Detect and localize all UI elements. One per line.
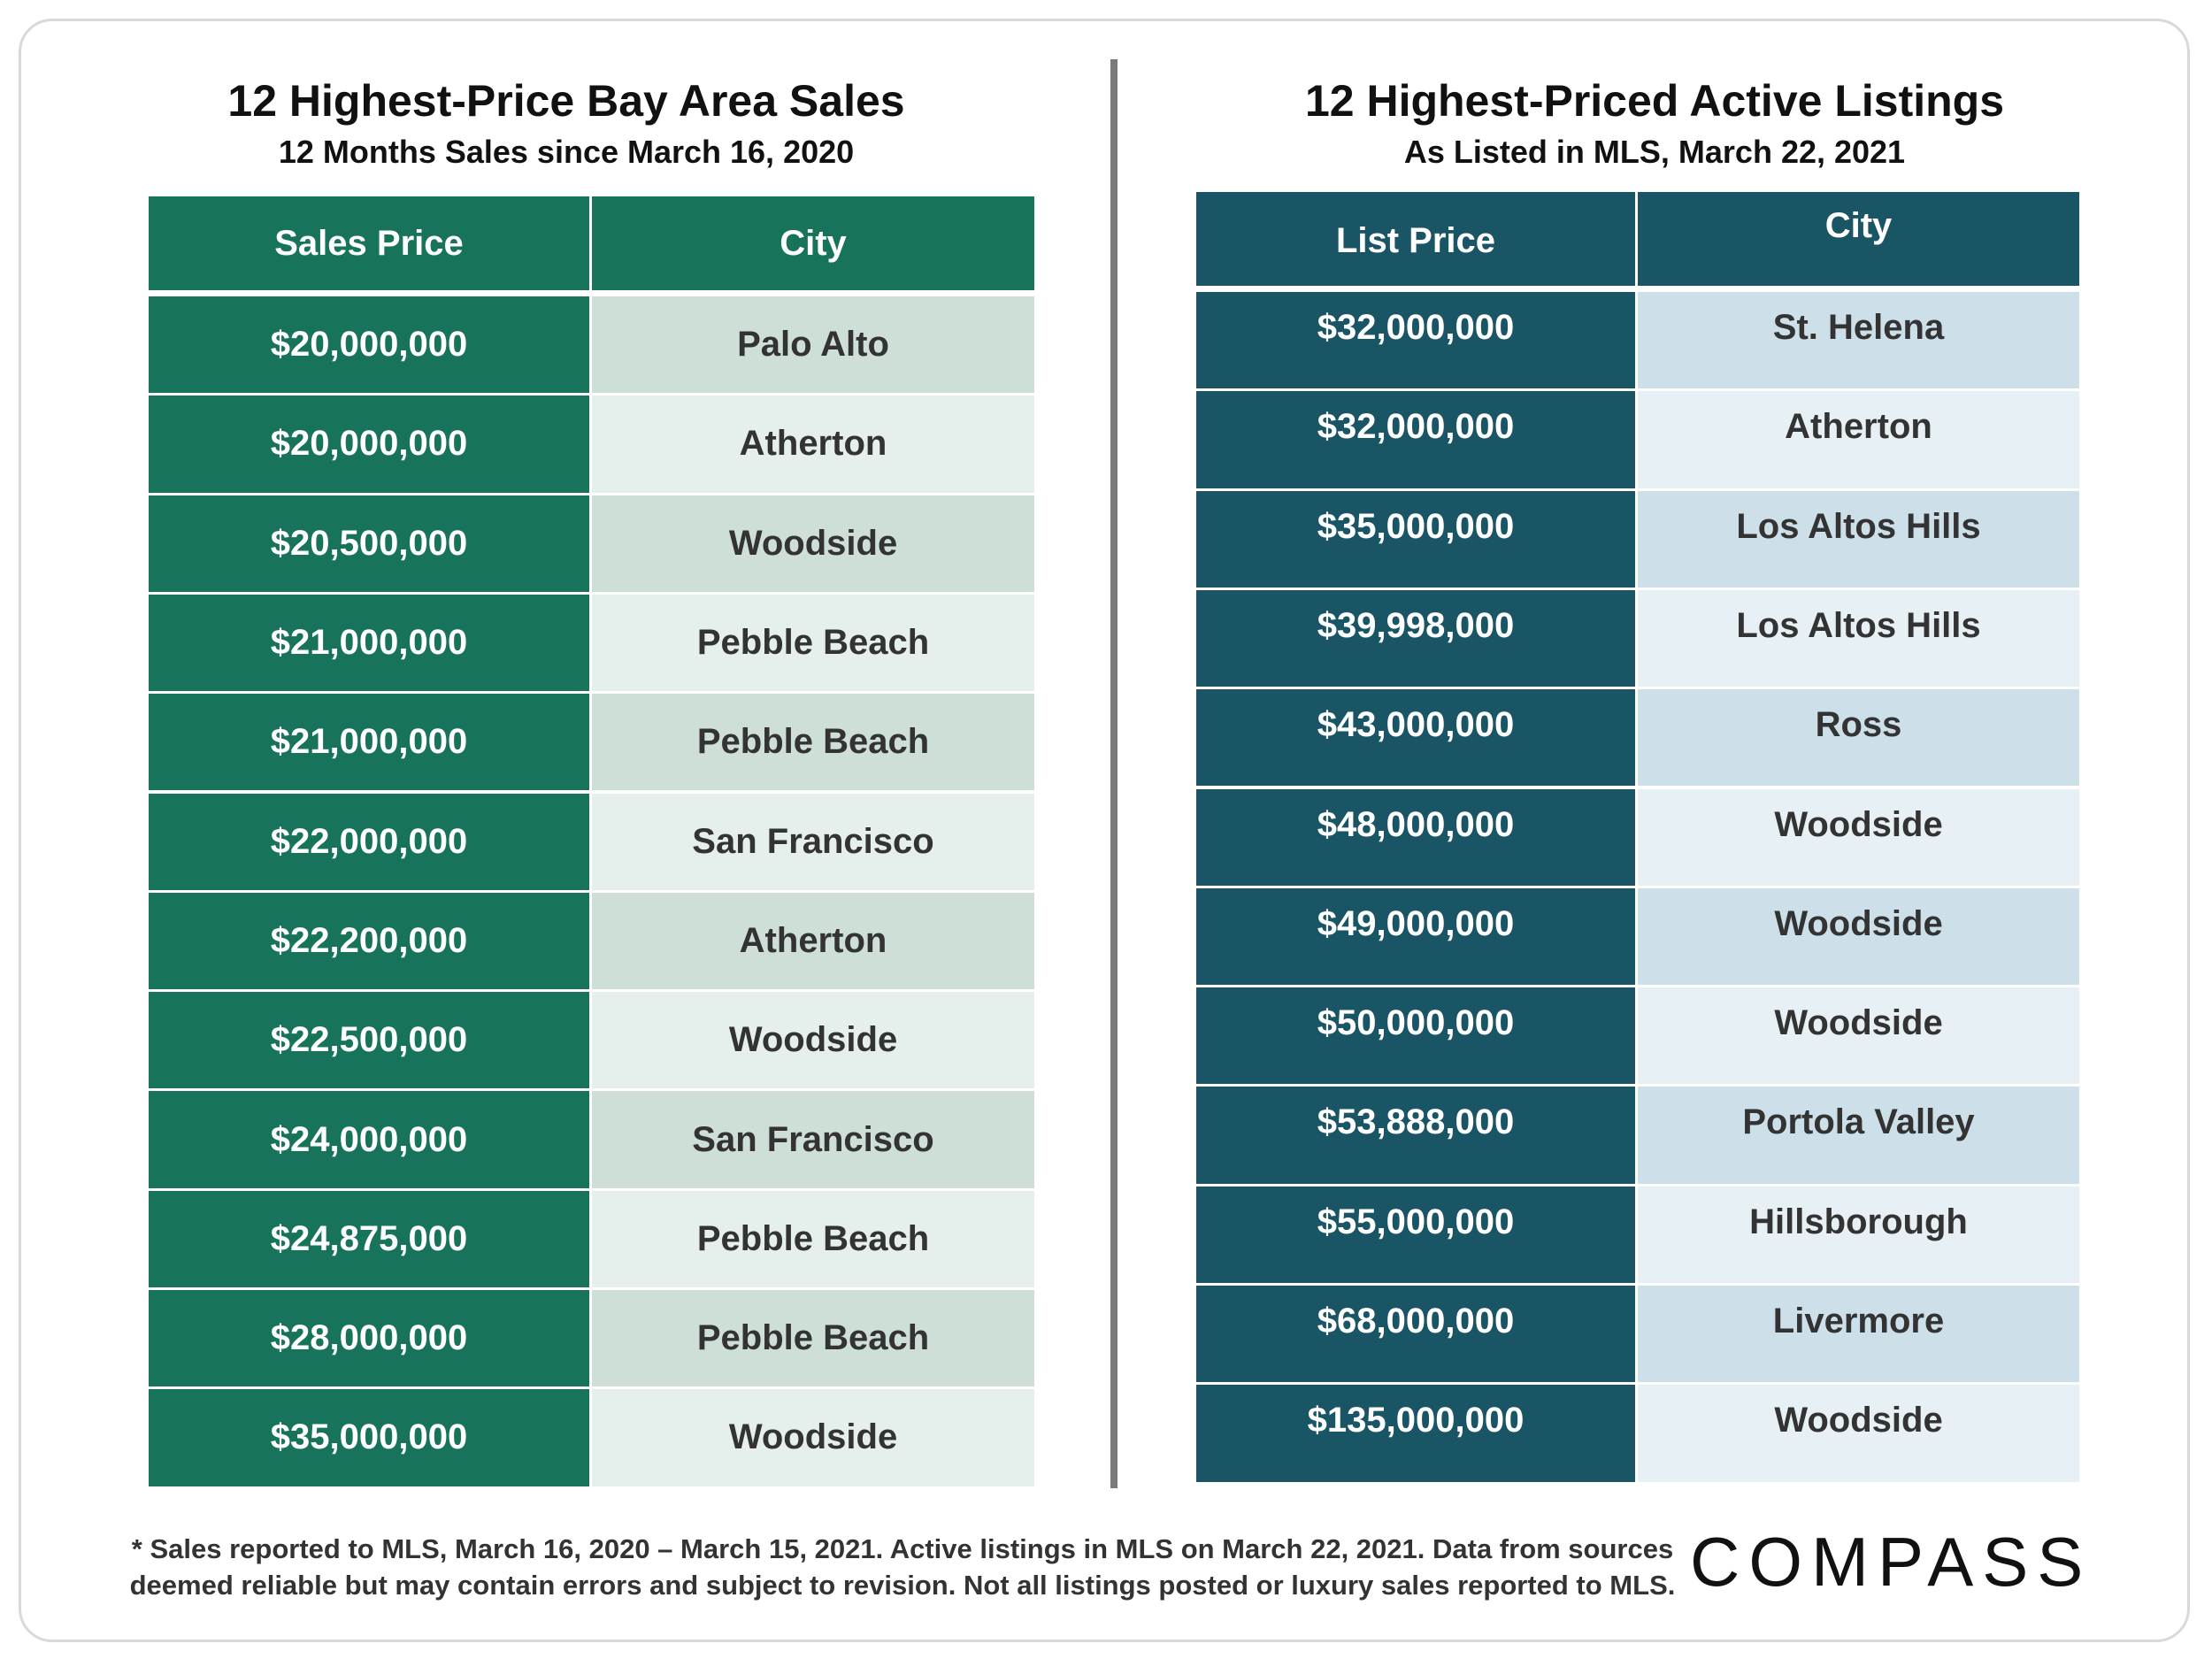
footnote-line-1: * Sales reported to MLS, March 16, 2020 …	[131, 1533, 1674, 1564]
sales-city-cell: Woodside	[592, 495, 1034, 592]
listings-price-cell: $32,000,000	[1196, 292, 1635, 389]
sales-city-cell: Palo Alto	[592, 296, 1034, 394]
listings-price-cell: $48,000,000	[1196, 788, 1635, 886]
sales-city-cell: Pebble Beach	[592, 1290, 1034, 1387]
sales-header-price: Sales Price	[149, 196, 589, 290]
listings-price-cell: $135,000,000	[1196, 1385, 1635, 1482]
sales-header-city: City	[592, 196, 1034, 290]
compass-logo: COMPASS	[1690, 1523, 2092, 1601]
sales-price-cell: $20,000,000	[149, 296, 589, 394]
listings-price-cell: $53,888,000	[1196, 1087, 1635, 1184]
sales-city-cell: Woodside	[592, 1389, 1034, 1486]
sales-price-cell: $22,500,000	[149, 992, 589, 1089]
listings-price-cell: $49,000,000	[1196, 887, 1635, 986]
listings-price-cell: $43,000,000	[1196, 689, 1635, 787]
sales-price-cell: $24,875,000	[149, 1190, 589, 1287]
listings-price-cell: $55,000,000	[1196, 1186, 1635, 1283]
sales-price-cell: $28,000,000	[149, 1290, 589, 1387]
sales-city-cell: San Francisco	[592, 1091, 1034, 1188]
listings-city-cell: Woodside	[1638, 987, 2079, 1085]
left-table-subtitle: 12 Months Sales since March 16, 2020	[278, 134, 855, 170]
listings-city-cell: Ross	[1638, 689, 2079, 787]
sales-price-cell: $35,000,000	[149, 1389, 589, 1486]
sales-price-cell: $21,000,000	[149, 594, 589, 692]
sales-city-cell: Woodside	[592, 992, 1034, 1089]
sales-price-cell: $24,000,000	[149, 1091, 589, 1188]
footnote-line-2: deemed reliable but may contain errors a…	[129, 1570, 1676, 1601]
listings-city-cell: Hillsborough	[1638, 1186, 2079, 1283]
listings-price-cell: $68,000,000	[1196, 1286, 1635, 1383]
sales-city-cell: San Francisco	[592, 793, 1034, 890]
sales-price-cell: $21,000,000	[149, 694, 589, 791]
sales-city-cell: Pebble Beach	[592, 1190, 1034, 1287]
listings-price-cell: $39,998,000	[1196, 589, 1635, 687]
sales-city-cell: Atherton	[592, 396, 1034, 493]
listings-city-cell: Portola Valley	[1638, 1087, 2079, 1184]
listings-price-cell: $50,000,000	[1196, 987, 1635, 1085]
footnote: * Sales reported to MLS, March 16, 2020 …	[124, 1531, 1681, 1603]
listings-city-cell: St. Helena	[1638, 292, 2079, 389]
sales-price-cell: $22,000,000	[149, 793, 589, 890]
listings-price-cell: $32,000,000	[1196, 391, 1635, 488]
sales-city-cell: Pebble Beach	[592, 694, 1034, 791]
right-table-title: 12 Highest-Priced Active Listings	[1304, 76, 2005, 126]
sales-price-cell: $20,000,000	[149, 396, 589, 493]
sales-price-cell: $20,500,000	[149, 495, 589, 592]
listings-city-cell: Livermore	[1638, 1286, 2079, 1383]
listings-city-cell: Woodside	[1638, 887, 2079, 986]
listings-city-cell: Woodside	[1638, 1385, 2079, 1482]
listings-header-city: City	[1638, 192, 2079, 286]
listings-price-cell: $35,000,000	[1196, 490, 1635, 588]
sales-city-cell: Atherton	[592, 892, 1034, 990]
vertical-divider	[1110, 59, 1118, 1488]
listings-city-cell: Woodside	[1638, 788, 2079, 886]
listings-city-cell: Los Altos Hills	[1638, 490, 2079, 588]
listings-city-cell: Los Altos Hills	[1638, 589, 2079, 687]
sales-city-cell: Pebble Beach	[592, 594, 1034, 692]
listings-header-price: List Price	[1196, 192, 1635, 286]
right-table-subtitle: As Listed in MLS, March 22, 2021	[1403, 134, 1906, 170]
compass-logo-text: COMPASS	[1690, 1523, 2092, 1601]
left-table-title: 12 Highest-Price Bay Area Sales	[227, 76, 905, 126]
listings-city-cell: Atherton	[1638, 391, 2079, 488]
sales-price-cell: $22,200,000	[149, 892, 589, 990]
